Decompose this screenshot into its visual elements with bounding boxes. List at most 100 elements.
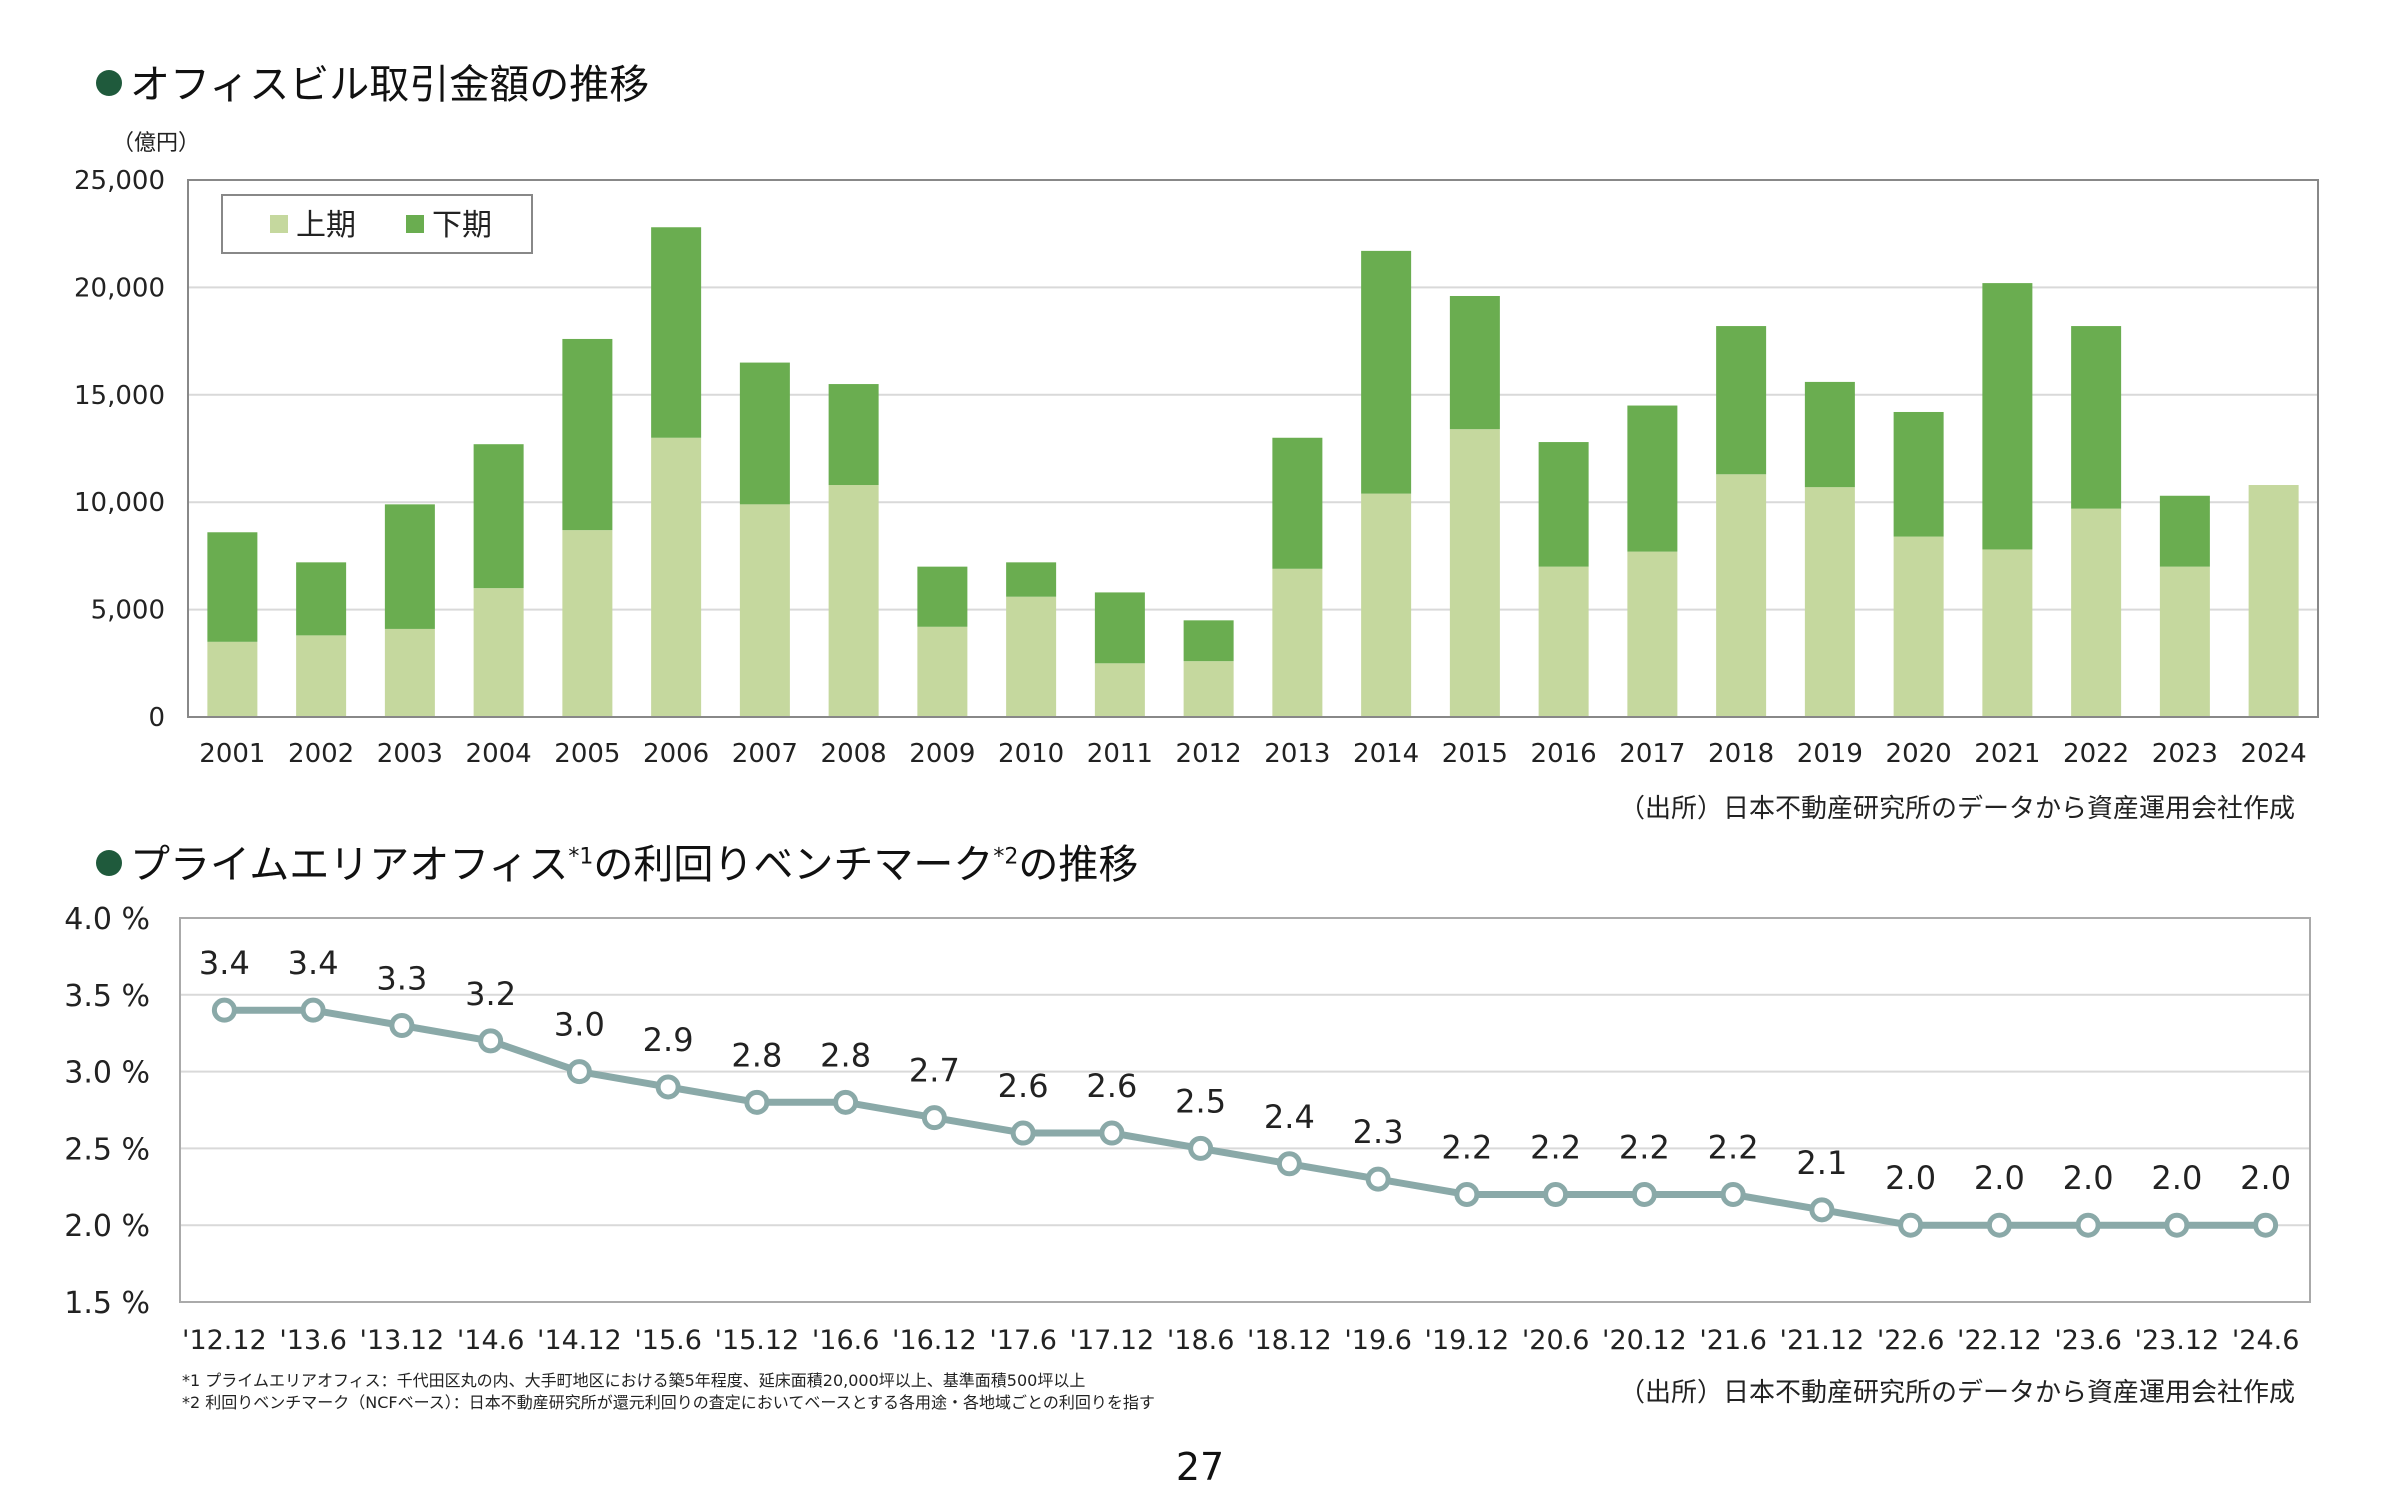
x-tick-label: '15.6 (634, 1325, 702, 1356)
y-tick-label: 1.5 % (64, 1286, 150, 1321)
bar-second-half (207, 532, 258, 642)
bar-second-half (1094, 592, 1145, 664)
x-tick-label: 2018 (1708, 739, 1774, 769)
legend-label-second-half: 下期 (432, 208, 492, 243)
data-label: 3.4 (288, 944, 339, 982)
data-label: 2.2 (1530, 1128, 1581, 1166)
bar-first-half (1361, 493, 1412, 717)
x-tick-label: 2001 (199, 739, 265, 769)
data-label: 2.0 (2240, 1159, 2291, 1197)
x-tick-label: 2009 (909, 739, 975, 769)
page-number: 27 (1175, 1445, 1225, 1489)
bar-first-half (2071, 508, 2122, 717)
y-tick-label: 10,000 (74, 488, 165, 518)
x-tick-label: '19.12 (1425, 1325, 1510, 1356)
x-tick-label: 2003 (377, 739, 443, 769)
data-label: 2.2 (1619, 1128, 1670, 1166)
data-label: 2.4 (1264, 1098, 1315, 1136)
yield-marker (1010, 1120, 1036, 1146)
bar-first-half (384, 628, 435, 717)
x-tick-label: 2016 (1531, 739, 1597, 769)
bar-first-half (1272, 568, 1323, 717)
x-tick-label: '19.6 (1344, 1325, 1412, 1356)
bar-first-half (1716, 474, 1767, 717)
x-tick-label: '22.6 (1877, 1325, 1945, 1356)
line-chart-source: （出所）日本不動産研究所のデータから資産運用会社作成 (1618, 1378, 2295, 1408)
x-tick-label: '14.12 (537, 1325, 622, 1356)
x-tick-label: 2023 (2152, 739, 2218, 769)
bar-second-half (1627, 405, 1678, 552)
y-tick-label: 0 (148, 703, 165, 733)
bar-second-half (296, 562, 347, 636)
y-tick-label: 25,000 (74, 166, 165, 196)
x-tick-label: '24.6 (2232, 1325, 2300, 1356)
x-tick-label: '21.6 (1699, 1325, 1767, 1356)
data-label: 2.7 (909, 1052, 960, 1090)
yield-marker (1365, 1166, 1391, 1192)
y-tick-label: 20,000 (74, 273, 165, 303)
bar-first-half (1094, 663, 1145, 717)
data-label: 2.3 (1353, 1113, 1404, 1151)
bar-second-half (1804, 381, 1855, 488)
bar-chart-title: オフィスビル取引金額の推移 (96, 52, 649, 110)
yield-marker (566, 1059, 592, 1085)
x-tick-label: '17.12 (1070, 1325, 1155, 1356)
footnote-1: *1 プライムエリアオフィス：千代田区丸の内、大手町地区における築5年程度、延床… (182, 1371, 1086, 1390)
x-tick-label: '14.6 (457, 1325, 525, 1356)
x-tick-label: 2007 (732, 739, 798, 769)
line-chart-title: プライムエリアオフィス*1の利回りベンチマーク*2の推移 (96, 832, 1138, 890)
x-tick-label: '13.6 (279, 1325, 347, 1356)
bar-second-half (651, 227, 702, 438)
x-tick-label: 2022 (2063, 739, 2129, 769)
bar-second-half (739, 362, 790, 505)
x-tick-label: 2014 (1353, 739, 1419, 769)
x-tick-label: '22.12 (1957, 1325, 2042, 1356)
legend-swatch-first-half (270, 215, 288, 233)
yield-marker (300, 997, 326, 1023)
y-tick-label: 3.0 % (64, 1056, 150, 1091)
bar-second-half (1716, 326, 1767, 475)
bar-first-half (828, 485, 879, 717)
bar-second-half (2159, 495, 2210, 567)
bar-first-half (917, 626, 968, 717)
x-tick-label: '20.6 (1522, 1325, 1590, 1356)
x-tick-label: 2020 (1886, 739, 1952, 769)
x-tick-label: 2011 (1087, 739, 1153, 769)
yield-marker (1276, 1151, 1302, 1177)
bar-second-half (1006, 562, 1057, 597)
x-tick-label: '12.12 (182, 1325, 267, 1356)
bar-chart-title-text: オフィスビル取引金額の推移 (130, 62, 650, 108)
data-label: 2.6 (1086, 1067, 1137, 1105)
data-label: 2.0 (2063, 1159, 2114, 1197)
x-tick-label: '17.6 (989, 1325, 1057, 1356)
yield-marker (2164, 1212, 2190, 1238)
line-plot-area-border (179, 917, 2311, 1303)
data-label: 2.6 (998, 1067, 1049, 1105)
yield-marker (1720, 1181, 1746, 1207)
yield-marker (1454, 1181, 1480, 1207)
bar-second-half (2071, 326, 2122, 509)
footnotes: *1 プライムエリアオフィス：千代田区丸の内、大手町地区における築5年程度、延床… (182, 1370, 1155, 1414)
bar-first-half (1627, 551, 1678, 717)
yield-marker (1986, 1212, 2012, 1238)
bar-first-half (1893, 536, 1944, 717)
x-tick-label: 2021 (1974, 739, 2040, 769)
x-tick-label: '21.12 (1780, 1325, 1865, 1356)
footnote-ref-2: *2 (993, 844, 1019, 870)
x-tick-label: '23.12 (2135, 1325, 2220, 1356)
footnote-2: *2 利回りベンチマーク（NCFベース）：日本不動産研究所が還元利回りの査定にお… (182, 1393, 1155, 1412)
yield-marker (1631, 1181, 1657, 1207)
data-label: 3.0 (554, 1006, 605, 1044)
x-tick-label: 2024 (2241, 739, 2307, 769)
yield-marker (1898, 1212, 1924, 1238)
bar-first-half (207, 641, 258, 717)
yield-marker (1099, 1120, 1125, 1146)
x-tick-label: 2019 (1797, 739, 1863, 769)
bar-second-half (1893, 411, 1944, 537)
x-tick-label: 2002 (288, 739, 354, 769)
bar-first-half (473, 588, 524, 717)
x-tick-label: 2010 (998, 739, 1064, 769)
x-tick-label: 2008 (821, 739, 887, 769)
line-chart-title-end: の推移 (1018, 842, 1139, 888)
y-tick-label: 2.5 % (64, 1132, 150, 1167)
